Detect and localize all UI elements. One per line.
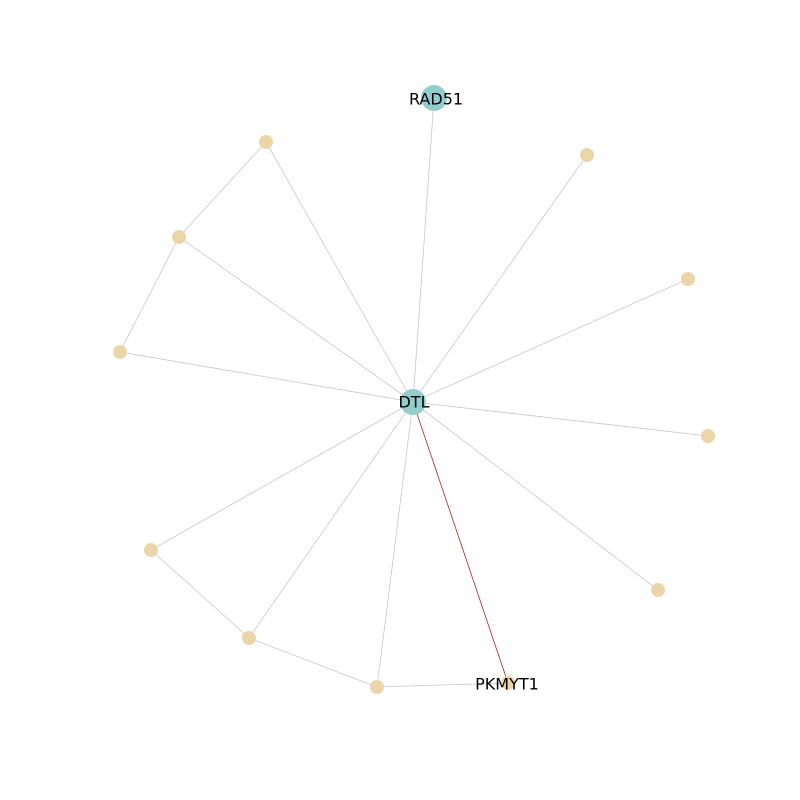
edge-dtl-node-10 bbox=[412, 401, 709, 437]
edge-node-6-node-7 bbox=[248, 637, 378, 688]
labels: RAD51 DTL PKMYT1 bbox=[398, 90, 538, 694]
edges bbox=[119, 97, 709, 688]
node-7 bbox=[370, 680, 384, 694]
edge-dtl-node-5 bbox=[150, 401, 414, 551]
node-3 bbox=[172, 230, 186, 244]
edge-dtl-node-12 bbox=[412, 154, 588, 403]
edge-dtl-node-9 bbox=[412, 401, 659, 591]
node-6 bbox=[242, 631, 256, 645]
edge-node-5-node-6 bbox=[150, 549, 250, 639]
label-dtl: DTL bbox=[398, 393, 429, 412]
edge-node-3-node-4 bbox=[119, 236, 180, 353]
node-rad51 bbox=[421, 85, 447, 111]
nodes bbox=[113, 85, 715, 694]
label-pkmyt1: PKMYT1 bbox=[475, 675, 539, 694]
edge-dtl-node-4 bbox=[119, 351, 414, 403]
edge-dtl-node-6 bbox=[248, 401, 414, 639]
edge-node-2-node-3 bbox=[178, 141, 267, 238]
edge-node-7-pkmyt1 bbox=[376, 682, 509, 688]
node-4 bbox=[113, 345, 127, 359]
edge-dtl-pkmyt1 bbox=[412, 401, 509, 684]
node-5 bbox=[144, 543, 158, 557]
node-10 bbox=[701, 429, 715, 443]
node-dtl bbox=[400, 389, 426, 415]
edge-dtl-node-3 bbox=[178, 236, 414, 403]
node-2 bbox=[259, 135, 273, 149]
node-9 bbox=[651, 583, 665, 597]
edge-dtl-node-11 bbox=[412, 278, 689, 403]
edge-dtl-node-2 bbox=[265, 141, 414, 403]
edge-dtl-node-7 bbox=[376, 401, 414, 688]
edge-dtl-rad51 bbox=[412, 97, 435, 403]
label-rad51: RAD51 bbox=[409, 90, 463, 109]
node-12 bbox=[580, 148, 594, 162]
node-11 bbox=[681, 272, 695, 286]
node-pkmyt1 bbox=[501, 676, 515, 690]
